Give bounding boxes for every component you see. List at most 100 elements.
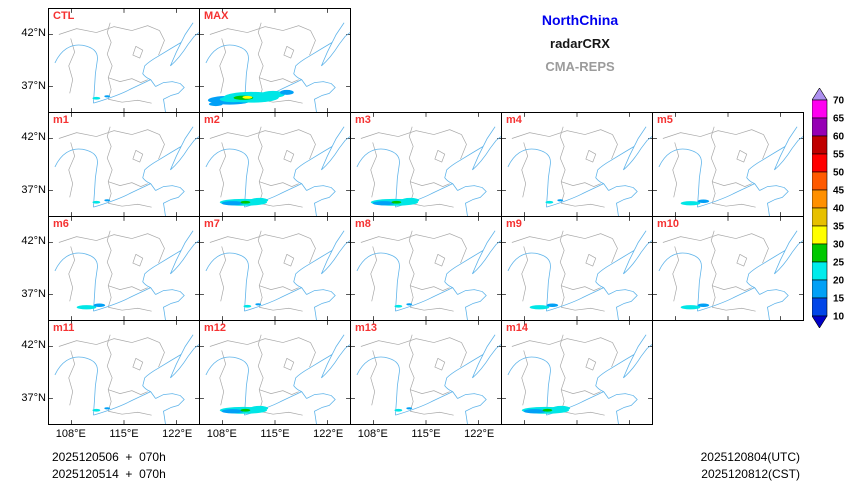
- colorbar-segment: [811, 207, 828, 227]
- title-region: NorthChina: [541, 12, 619, 28]
- x-tick-label: 108°E: [55, 428, 86, 440]
- y-tick-label: 42°N: [21, 131, 46, 143]
- panel-label: m5: [657, 114, 673, 126]
- panel-label: m11: [53, 322, 75, 334]
- colorbar-segment: [811, 189, 828, 209]
- panel-m13: m13: [350, 320, 502, 425]
- panel-label: m6: [53, 218, 69, 230]
- colorbar-value: 20: [833, 276, 845, 287]
- map-m11: [49, 321, 199, 424]
- panel-m4: m4: [501, 112, 653, 217]
- colorbar-segment: [811, 243, 828, 263]
- y-tick-label: 42°N: [21, 27, 46, 39]
- colorbar-segment: [811, 261, 828, 281]
- colorbar-segment: [811, 135, 828, 155]
- colorbar-value: 55: [833, 150, 845, 161]
- map-m14: [502, 321, 652, 424]
- colorbar-segment: [811, 171, 828, 191]
- map-m9: [502, 217, 652, 320]
- panel-label: m1: [53, 114, 69, 126]
- y-tick-label: 37°N: [21, 80, 46, 92]
- panel-label: m3: [355, 114, 371, 126]
- footer-valid-times: 2025120804(UTC) 2025120812(CST): [701, 449, 800, 483]
- colorbar-value: 30: [833, 240, 845, 251]
- map-m6: [49, 217, 199, 320]
- panel-m9: m9: [501, 216, 653, 321]
- colorbar-value: 45: [833, 186, 845, 197]
- panel-label: m10: [657, 218, 680, 230]
- colorbar: 70 65 60 55 50 45 40 35 30 25 20 15 10: [811, 87, 860, 333]
- colorbar-value: 25: [833, 258, 845, 269]
- panel-max: MAX: [199, 8, 351, 113]
- colorbar-segment: [811, 279, 828, 299]
- panel-m6: m6: [48, 216, 200, 321]
- map-m7: [200, 217, 350, 320]
- x-tick-label: 108°E: [206, 428, 237, 440]
- colorbar-arrow-down: [811, 315, 828, 329]
- panel-m5: m5: [652, 112, 804, 217]
- y-tick-label: 37°N: [21, 184, 46, 196]
- panel-m7: m7: [199, 216, 351, 321]
- map-m10: [653, 217, 803, 320]
- title-variable: radarCRX: [550, 36, 610, 51]
- x-tick-label: 115°E: [109, 428, 139, 440]
- init-time-utc: 2025120506 + 070h: [52, 450, 166, 464]
- panel-m3: m3: [350, 112, 502, 217]
- map-m1: [49, 113, 199, 216]
- colorbar-value: 15: [833, 294, 845, 305]
- map-m8: [351, 217, 501, 320]
- colorbar-segment: [811, 153, 828, 173]
- map-m4: [502, 113, 652, 216]
- x-tick-label: 108°E: [357, 428, 388, 440]
- x-tick-label: 122°E: [313, 428, 344, 440]
- panel-label: m4: [506, 114, 522, 126]
- map-m13: [351, 321, 501, 424]
- map-max: [200, 9, 350, 112]
- panel-label: m7: [204, 218, 220, 230]
- colorbar-value: 50: [833, 168, 845, 179]
- colorbar-value: 65: [833, 114, 845, 125]
- panel-label: m14: [506, 322, 529, 334]
- colorbar-segment: [811, 297, 828, 317]
- panel-label: m9: [506, 218, 522, 230]
- map-m3: [351, 113, 501, 216]
- panel-label: m8: [355, 218, 371, 230]
- panel-m14: m14: [501, 320, 653, 425]
- panel-label: m13: [355, 322, 378, 334]
- panel-m2: m2: [199, 112, 351, 217]
- x-tick-label: 122°E: [162, 428, 193, 440]
- panel-label: m2: [204, 114, 220, 126]
- map-m5: [653, 113, 803, 216]
- colorbar-arrow-up: [811, 87, 828, 101]
- y-tick-label: 42°N: [21, 235, 46, 247]
- panel-label: CTL: [53, 10, 75, 22]
- y-tick-label: 37°N: [21, 288, 46, 300]
- x-tick-label: 115°E: [260, 428, 290, 440]
- y-tick-label: 42°N: [21, 339, 46, 351]
- x-tick-label: 115°E: [411, 428, 441, 440]
- colorbar-segment: [811, 99, 828, 119]
- colorbar-svg: 70 65 60 55 50 45 40 35 30 25 20 15 10: [811, 87, 845, 329]
- valid-time-utc: 2025120804(UTC): [700, 450, 800, 464]
- panel-m10: m10: [652, 216, 804, 321]
- colorbar-value: 60: [833, 132, 845, 143]
- valid-time-cst: 2025120812(CST): [701, 467, 800, 481]
- panel-m8: m8: [350, 216, 502, 321]
- panel-m1: m1: [48, 112, 200, 217]
- title-block: NorthChina radarCRX CMA-REPS: [470, 12, 690, 74]
- panel-m12: m12: [199, 320, 351, 425]
- colorbar-segment: [811, 117, 828, 137]
- panel-ctl: CTL: [48, 8, 200, 113]
- panel-label: MAX: [204, 10, 229, 22]
- y-tick-label: 37°N: [21, 392, 46, 404]
- panel-label: m12: [204, 322, 227, 334]
- map-m2: [200, 113, 350, 216]
- colorbar-segment: [811, 225, 828, 245]
- colorbar-value: 35: [833, 222, 845, 233]
- colorbar-value: 40: [833, 204, 845, 215]
- x-tick-label: 122°E: [464, 428, 495, 440]
- map-ctl: [49, 9, 199, 112]
- map-m12: [200, 321, 350, 424]
- colorbar-value: 70: [833, 96, 845, 107]
